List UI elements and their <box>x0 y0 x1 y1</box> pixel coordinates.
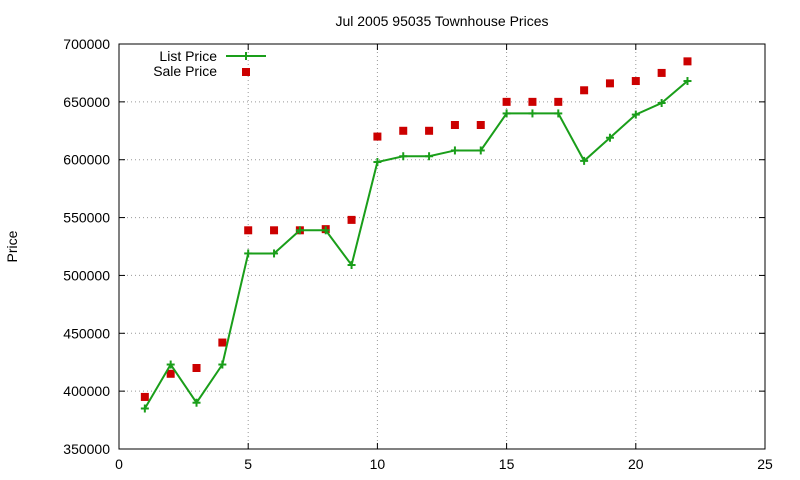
x-tick-label: 10 <box>370 456 386 472</box>
list-price-point <box>347 261 356 270</box>
sale-price-point <box>580 86 589 95</box>
list-price-point <box>502 109 511 118</box>
list-price-point <box>373 158 382 167</box>
sale-price-point <box>140 392 149 401</box>
list-price-point <box>425 152 434 161</box>
list-price-point <box>605 133 614 142</box>
sale-price-point <box>166 369 175 378</box>
x-tick-labels: 0 5 10 15 20 25 <box>115 456 773 472</box>
list-price-line <box>143 80 689 410</box>
sale-price-point <box>502 97 511 106</box>
series-layer <box>140 57 692 413</box>
list-price-point <box>399 152 408 161</box>
grid-lines <box>119 44 765 449</box>
list-price-point <box>476 146 485 155</box>
list-price-point <box>580 156 589 165</box>
list-price-point <box>657 99 666 108</box>
sale-price-point <box>476 121 485 129</box>
legend-sample-list-price <box>226 52 266 60</box>
sale-price-point <box>399 126 408 135</box>
y-tick-label: 700000 <box>63 36 110 52</box>
y-tick-label: 350000 <box>63 441 110 457</box>
y-tick-label: 500000 <box>63 267 110 283</box>
sale-price-point <box>244 226 253 235</box>
sale-price-point <box>631 77 640 86</box>
y-tick-labels: 350000 400000 450000 500000 550000 600000 6500… <box>63 36 110 457</box>
axis-ticks <box>118 43 766 450</box>
y-axis-label: Price <box>4 230 20 262</box>
list-price-point <box>270 249 279 258</box>
x-tick-label: 0 <box>115 456 123 472</box>
list-price-point <box>166 360 175 369</box>
sale-price-point <box>192 364 201 372</box>
list-price-point <box>321 226 330 235</box>
y-tick-label: 400000 <box>63 383 110 399</box>
list-price-point <box>683 77 692 86</box>
legend-label-sale-price: Sale Price <box>153 63 217 79</box>
legend-label-list-price: List Price <box>159 48 217 64</box>
sale-price-point <box>450 121 459 129</box>
chart-title: Jul 2005 95035 Townhouse Prices <box>335 13 548 29</box>
x-tick-label: 20 <box>628 456 644 472</box>
y-tick-label: 550000 <box>63 210 110 226</box>
x-tick-label: 5 <box>244 456 252 472</box>
legend-marker <box>242 68 250 76</box>
list-price-point <box>244 249 253 258</box>
list-price-point <box>295 226 304 235</box>
legend-marker <box>242 52 250 60</box>
y-tick-label: 450000 <box>63 325 110 341</box>
sale-price-point <box>425 126 434 135</box>
legend-sample-sale-price <box>242 68 250 76</box>
sale-price-point <box>347 215 356 224</box>
x-tick-label: 25 <box>757 456 773 472</box>
y-tick-label: 600000 <box>63 152 110 168</box>
sale-price-point <box>683 57 692 66</box>
list-price-point <box>631 110 640 119</box>
sale-price-point <box>554 97 563 106</box>
list-price-point <box>218 360 227 369</box>
x-tick-label: 15 <box>499 456 515 472</box>
sale-price-point <box>657 68 666 77</box>
sale-price-point <box>605 79 614 88</box>
sale-price-point <box>218 338 227 347</box>
list-price-point <box>140 404 149 413</box>
sale-price-point <box>373 132 382 141</box>
list-price-point <box>450 146 459 155</box>
plot-frame <box>118 43 766 450</box>
list-price-point <box>192 398 201 407</box>
y-tick-label: 650000 <box>63 94 110 110</box>
list-price-point <box>554 109 563 118</box>
list-price-point <box>528 109 537 118</box>
sale-price-point <box>270 226 279 235</box>
legend: List Price Sale Price <box>153 48 266 79</box>
sale-price-point <box>528 97 537 106</box>
